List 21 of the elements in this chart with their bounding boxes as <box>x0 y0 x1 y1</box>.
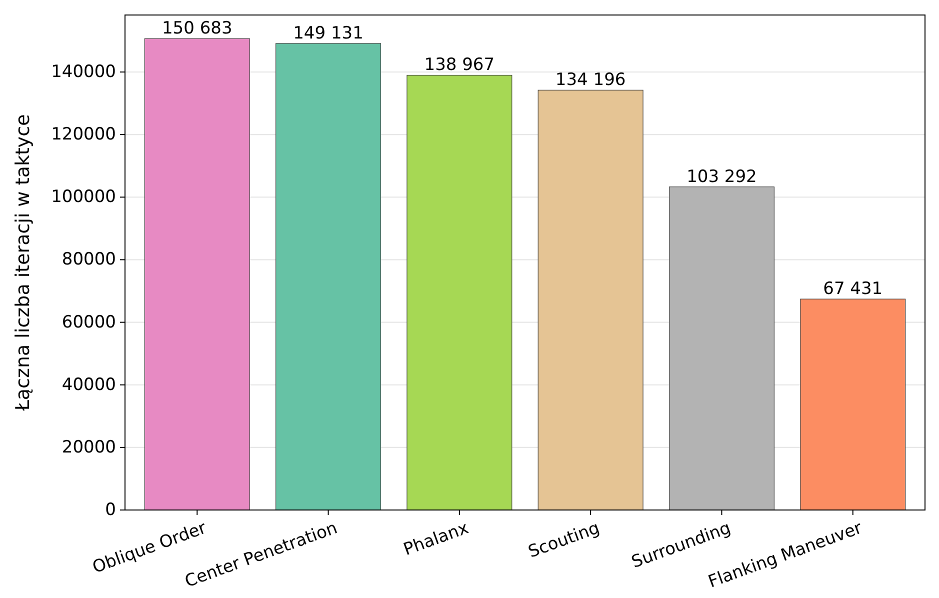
bar <box>406 74 512 510</box>
y-tick-label: 120000 <box>51 124 116 145</box>
bar <box>538 90 644 510</box>
bar <box>668 186 774 510</box>
data-label: 67 431 <box>823 279 883 300</box>
bar <box>800 298 906 510</box>
y-tick-label: 0 <box>105 500 116 520</box>
bar <box>276 43 382 510</box>
bar <box>144 38 250 510</box>
data-label: 138 967 <box>424 55 495 76</box>
data-label: 134 196 <box>555 70 626 90</box>
y-tick-label: 140000 <box>51 62 116 82</box>
y-axis-title: Łączna liczba iteracji w taktyce <box>12 114 34 412</box>
y-tick-label: 80000 <box>62 250 116 270</box>
data-label: 103 292 <box>686 166 757 187</box>
data-label: 149 131 <box>293 23 364 44</box>
y-tick-label: 100000 <box>51 187 116 208</box>
y-tick-label: 40000 <box>62 374 116 395</box>
y-tick-label: 20000 <box>62 437 116 458</box>
y-tick-label: 60000 <box>62 312 116 332</box>
data-label: 150 683 <box>162 18 232 39</box>
